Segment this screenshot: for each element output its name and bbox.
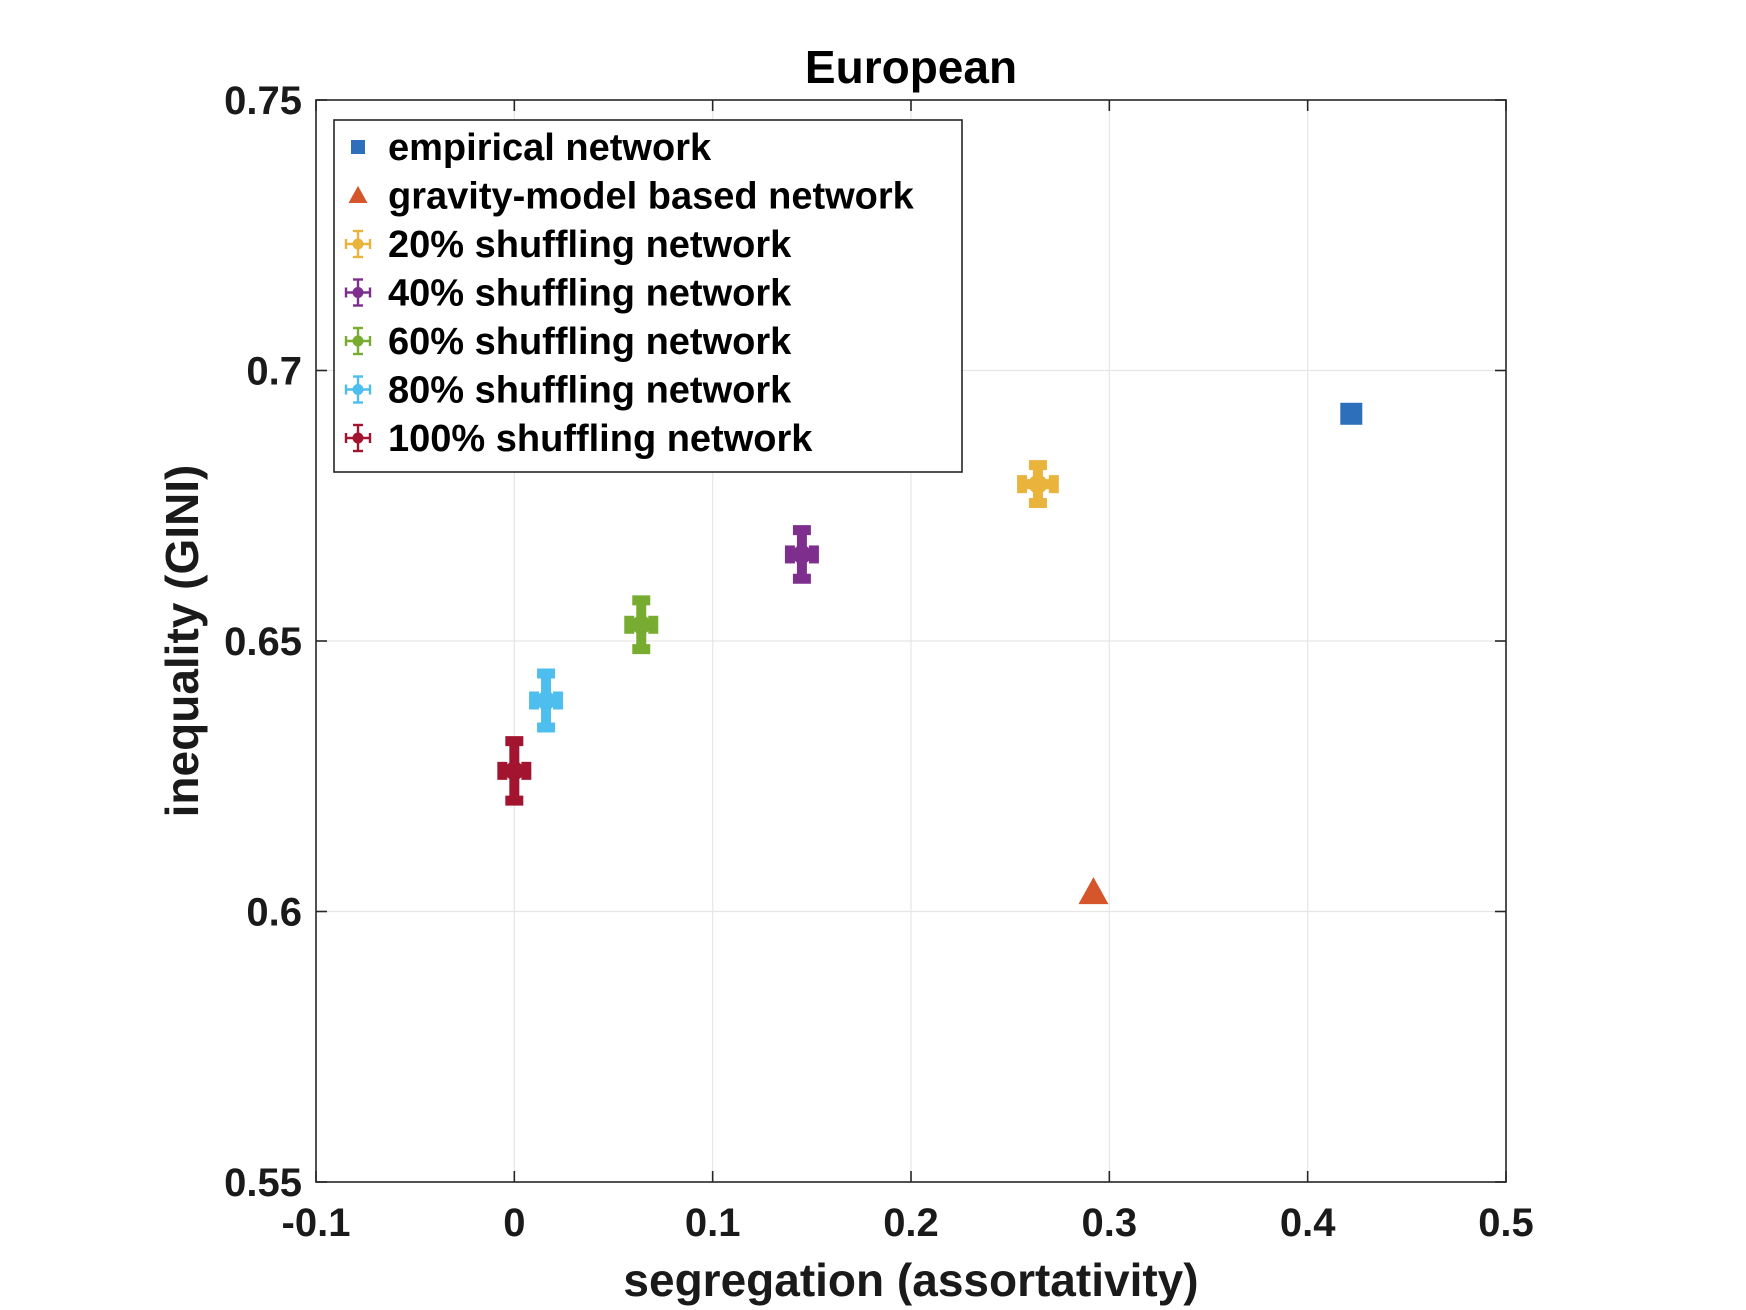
legend-entry: gravity-model based network bbox=[348, 176, 915, 218]
x-tick-label: 0 bbox=[503, 1201, 525, 1245]
data-point-shuffling bbox=[784, 525, 819, 584]
legend-entry: 60% shuffling network bbox=[344, 321, 792, 363]
errorbar-center bbox=[504, 761, 524, 781]
data-point-shuffling bbox=[1017, 460, 1059, 509]
x-tick-label: 0.1 bbox=[685, 1201, 741, 1245]
chart-title: European bbox=[805, 41, 1017, 93]
x-tick-label: 0.3 bbox=[1082, 1201, 1138, 1245]
legend-label: 80% shuffling network bbox=[388, 370, 792, 412]
x-tick-label: -0.1 bbox=[282, 1201, 351, 1245]
errorbar-center bbox=[792, 544, 812, 564]
legend-marker-errorbar bbox=[344, 229, 372, 259]
errorbar-center bbox=[352, 335, 364, 347]
x-tick-label: 0.2 bbox=[883, 1201, 939, 1245]
y-tick-label: 0.75 bbox=[224, 79, 302, 123]
errorbar-center bbox=[1028, 474, 1048, 494]
legend-label: 20% shuffling network bbox=[388, 224, 792, 266]
y-tick-label: 0.7 bbox=[246, 350, 302, 394]
legend-label: 40% shuffling network bbox=[388, 273, 792, 315]
legend-box bbox=[333, 119, 963, 473]
errorbar-center bbox=[631, 615, 651, 635]
legend-label: gravity-model based network bbox=[388, 176, 915, 218]
data-point-shuffling bbox=[624, 595, 659, 655]
legend-entry: 40% shuffling network bbox=[344, 273, 792, 315]
legend-marker-errorbar bbox=[344, 278, 372, 307]
x-axis-tick-labels: -0.1 0 0.1 0.2 0.3 0.4 0.5 bbox=[282, 1201, 1534, 1245]
y-tick-label: 0.6 bbox=[246, 891, 302, 935]
legend-marker-errorbar bbox=[344, 375, 372, 404]
x-tick-label: 0.4 bbox=[1280, 1201, 1336, 1245]
errorbar-center bbox=[352, 384, 364, 395]
legend-entry: 100% shuffling network bbox=[344, 418, 813, 460]
x-axis-label: segregation (assortativity) bbox=[623, 1254, 1198, 1306]
data-marks bbox=[497, 402, 1363, 905]
y-tick-label: 0.55 bbox=[224, 1161, 302, 1205]
y-axis-tick-labels: 0.55 0.6 0.65 0.7 0.75 bbox=[224, 79, 302, 1205]
x-tick-label: 0.5 bbox=[1478, 1201, 1534, 1245]
data-point-gravity bbox=[1078, 877, 1109, 905]
legend-entry: empirical network bbox=[351, 127, 712, 169]
y-axis-label: inequality (GINI) bbox=[156, 465, 208, 818]
y-tick-label: 0.65 bbox=[224, 620, 302, 664]
data-point-shuffling bbox=[497, 736, 532, 806]
legend-marker-errorbar bbox=[344, 423, 372, 453]
legend-entry: 80% shuffling network bbox=[344, 370, 792, 412]
legend-entry: 20% shuffling network bbox=[344, 224, 792, 266]
axis-ticks bbox=[315, 99, 1507, 1183]
errorbar-center bbox=[352, 287, 364, 298]
data-point-shuffling bbox=[529, 668, 564, 733]
legend-label: empirical network bbox=[388, 127, 712, 169]
legend-marker-triangle bbox=[348, 185, 368, 203]
data-point-empirical bbox=[1340, 402, 1363, 425]
errorbar-center bbox=[536, 691, 556, 711]
legend-marker-errorbar bbox=[344, 326, 372, 356]
errorbar-center bbox=[352, 432, 364, 444]
errorbar-center bbox=[352, 238, 364, 250]
legend-marker-square bbox=[351, 140, 365, 154]
legend-label: 100% shuffling network bbox=[388, 418, 813, 460]
legend-label: 60% shuffling network bbox=[388, 321, 792, 363]
legend: empirical network gravity-model based net… bbox=[333, 119, 963, 473]
